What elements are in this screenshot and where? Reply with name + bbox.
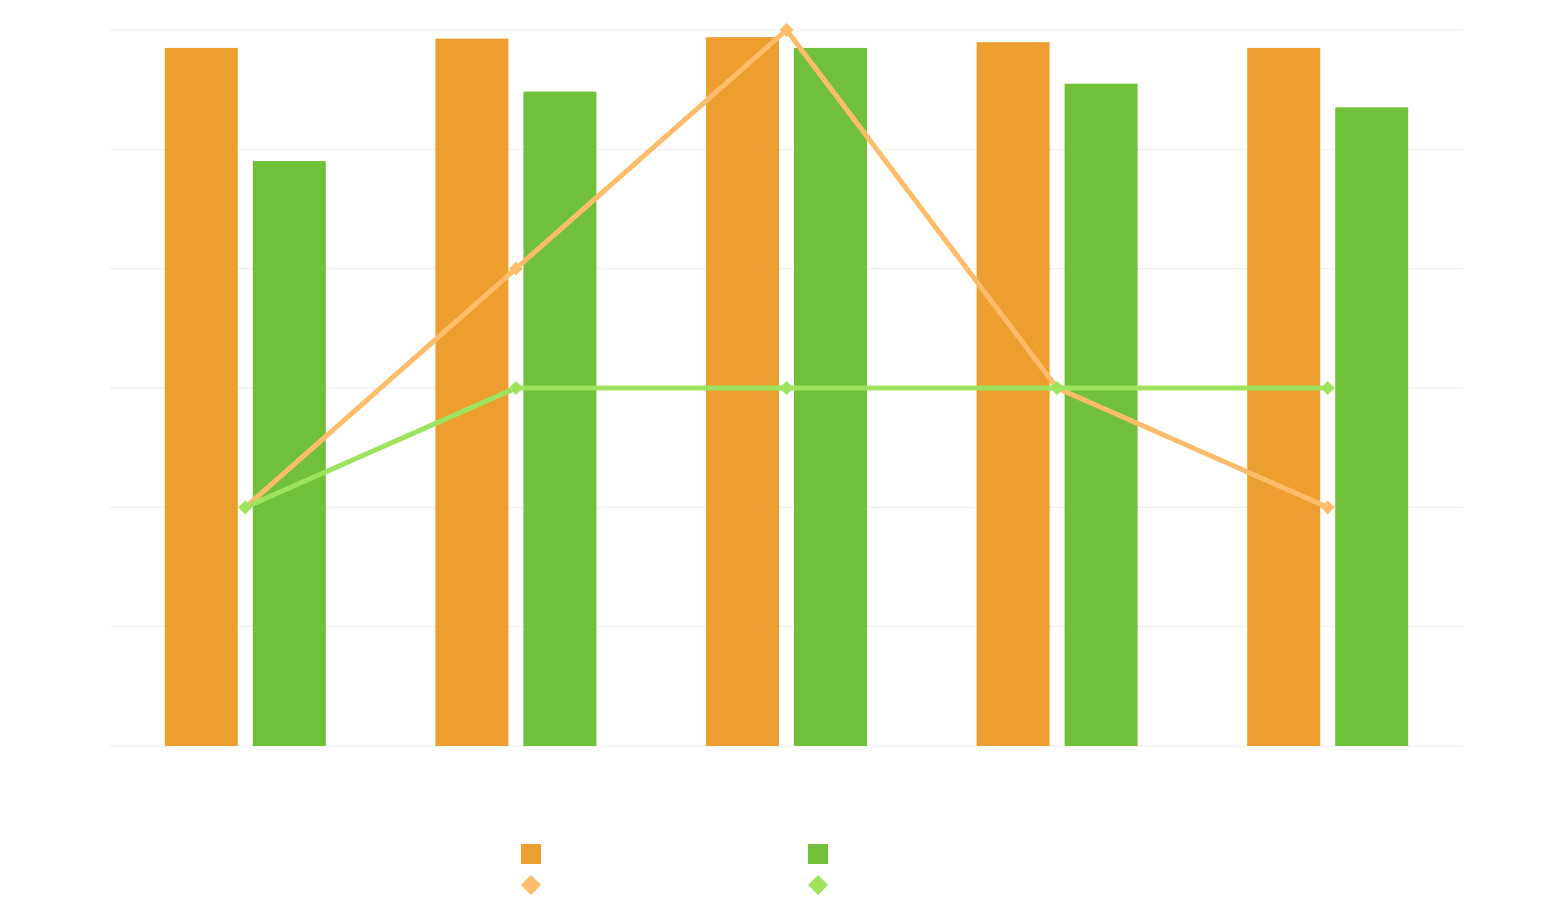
line-point-1 bbox=[779, 23, 794, 37]
bar-series-1 bbox=[706, 37, 779, 747]
grid-layer bbox=[110, 29, 1463, 747]
bar-layer bbox=[164, 37, 1409, 747]
line-point-2 bbox=[238, 500, 253, 515]
line-point-2 bbox=[508, 381, 523, 395]
legend-line-swatch-1 bbox=[521, 875, 541, 895]
legend bbox=[521, 844, 828, 895]
bar-series-1 bbox=[435, 38, 509, 747]
bar-series-1 bbox=[976, 42, 1050, 747]
bar-series-1 bbox=[1247, 47, 1321, 746]
marker-layer bbox=[238, 23, 1335, 515]
line-point-2 bbox=[779, 381, 794, 395]
line-point-2 bbox=[1050, 381, 1065, 395]
bar-series-2 bbox=[523, 91, 597, 747]
line-point-2 bbox=[1320, 381, 1335, 395]
legend-line-swatch-2 bbox=[808, 875, 828, 895]
bar-series-2 bbox=[252, 161, 326, 746]
line-point-1 bbox=[1320, 500, 1335, 515]
bar-series-1 bbox=[164, 47, 238, 746]
legend-bar-swatch-2 bbox=[808, 844, 828, 864]
line-series-2 bbox=[244, 385, 1328, 510]
bar-series-2 bbox=[1064, 83, 1138, 746]
bar-series-2 bbox=[794, 47, 867, 746]
line-point-1 bbox=[508, 261, 523, 276]
legend-bar-swatch-1 bbox=[521, 844, 541, 864]
bar-series-2 bbox=[1335, 107, 1409, 746]
